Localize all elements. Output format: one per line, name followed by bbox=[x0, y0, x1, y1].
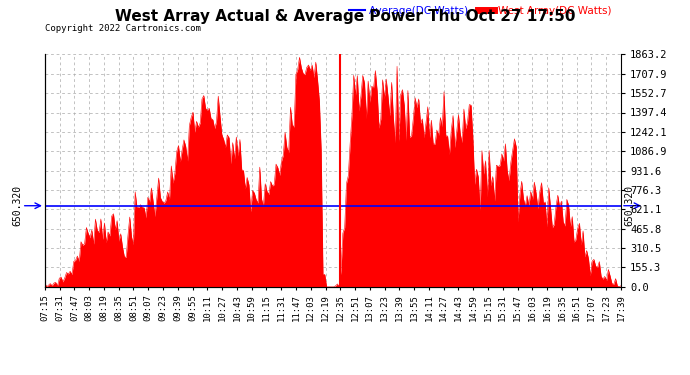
Text: 650.320: 650.320 bbox=[12, 185, 22, 226]
Text: West Array Actual & Average Power Thu Oct 27 17:50: West Array Actual & Average Power Thu Oc… bbox=[115, 9, 575, 24]
Text: Copyright 2022 Cartronics.com: Copyright 2022 Cartronics.com bbox=[45, 24, 201, 33]
Text: 650.320: 650.320 bbox=[624, 185, 634, 226]
Legend: Average(DC Watts), West Array(DC Watts): Average(DC Watts), West Array(DC Watts) bbox=[345, 2, 615, 20]
